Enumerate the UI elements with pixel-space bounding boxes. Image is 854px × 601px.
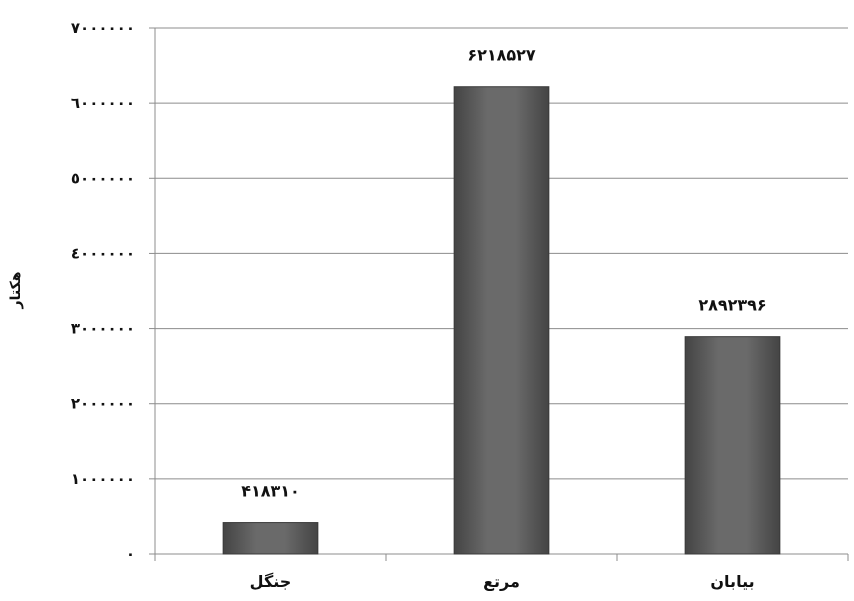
bar-value-label: ۲۸۹۲۳۹۶ bbox=[698, 296, 766, 315]
x-category-label: جنگل bbox=[250, 572, 292, 591]
bar-1 bbox=[222, 522, 319, 555]
y-tick-label: ٥۰۰۰۰۰۰ bbox=[71, 169, 135, 187]
bar-3 bbox=[684, 336, 781, 555]
y-axis-title: هکتار bbox=[8, 272, 24, 310]
bar-value-label: ۴۱۸۳۱۰ bbox=[241, 482, 300, 501]
x-category-label: مرتع bbox=[483, 572, 520, 591]
y-tick-label: ۱۰۰۰۰۰۰ bbox=[71, 470, 135, 488]
bars bbox=[222, 86, 781, 555]
bar-2 bbox=[453, 86, 550, 555]
x-category-label: بیابان bbox=[710, 572, 754, 591]
bar-value-label: ۶۲۱۸۵۲۷ bbox=[467, 46, 536, 65]
y-tick-label: ۲۰۰۰۰۰۰ bbox=[71, 395, 135, 413]
y-tick-label: ۳۰۰۰۰۰۰ bbox=[71, 320, 135, 338]
y-tick-label: ٤۰۰۰۰۰۰ bbox=[71, 244, 135, 262]
y-tick-label: ٦۰۰۰۰۰۰ bbox=[71, 94, 135, 112]
y-tick-label: ۷۰۰۰۰۰۰ bbox=[71, 19, 135, 37]
labels: ۰ ۱۰۰۰۰۰۰ ۲۰۰۰۰۰۰ ۳۰۰۰۰۰۰ ٤۰۰۰۰۰۰ ٥۰۰۰۰۰۰ ٦۰۰۰… bbox=[71, 19, 767, 591]
y-tick-label: ۰ bbox=[126, 545, 135, 563]
